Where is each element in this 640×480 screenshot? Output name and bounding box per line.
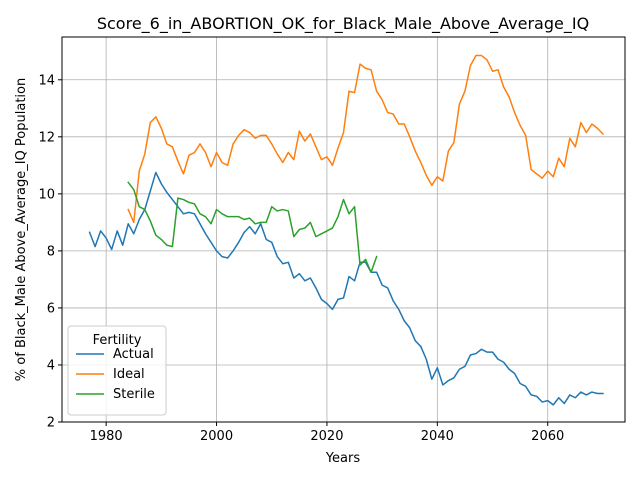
x-tick-label: 2020: [310, 429, 343, 444]
chart-title: Score_6_in_ABORTION_OK_for_Black_Male_Ab…: [97, 14, 589, 34]
series-layer: [88, 54, 604, 406]
y-tick-label: 4: [47, 358, 55, 373]
y-tick-label: 14: [38, 73, 55, 88]
y-tick-label: 8: [47, 244, 55, 259]
legend-title: Fertility: [93, 333, 142, 348]
series-line-actual: [88, 171, 604, 406]
x-tick-label: 2000: [200, 429, 233, 444]
legend: Fertility Actual Ideal Sterile: [67, 325, 167, 416]
x-tick-label: 1980: [90, 429, 123, 444]
x-tick-label: 2040: [421, 429, 454, 444]
series-line-ideal: [127, 54, 604, 224]
legend-box: [67, 325, 167, 416]
legend-label-ideal: Ideal: [113, 367, 145, 382]
y-tick-label: 2: [47, 416, 55, 431]
legend-label-sterile: Sterile: [113, 387, 155, 402]
plot-frame: [61, 36, 626, 423]
x-axis-label: Years: [325, 451, 361, 466]
legend-entries: Actual Ideal Sterile: [76, 347, 155, 402]
y-tick-label: 12: [38, 130, 55, 145]
series-line-sterile: [127, 181, 378, 274]
legend-label-actual: Actual: [113, 347, 154, 362]
y-axis-label: % of Black_Male Above_Average_IQ Populat…: [14, 78, 29, 381]
y-tick-label: 10: [38, 187, 55, 202]
x-axis-ticks: 1980 2000 2020 2040 2060: [90, 422, 564, 444]
y-tick-label: 6: [47, 301, 55, 316]
y-axis-ticks: 2 4 6 8 10 12 14: [38, 73, 62, 431]
x-tick-label: 2060: [531, 429, 564, 444]
grid-lines: [62, 37, 625, 423]
